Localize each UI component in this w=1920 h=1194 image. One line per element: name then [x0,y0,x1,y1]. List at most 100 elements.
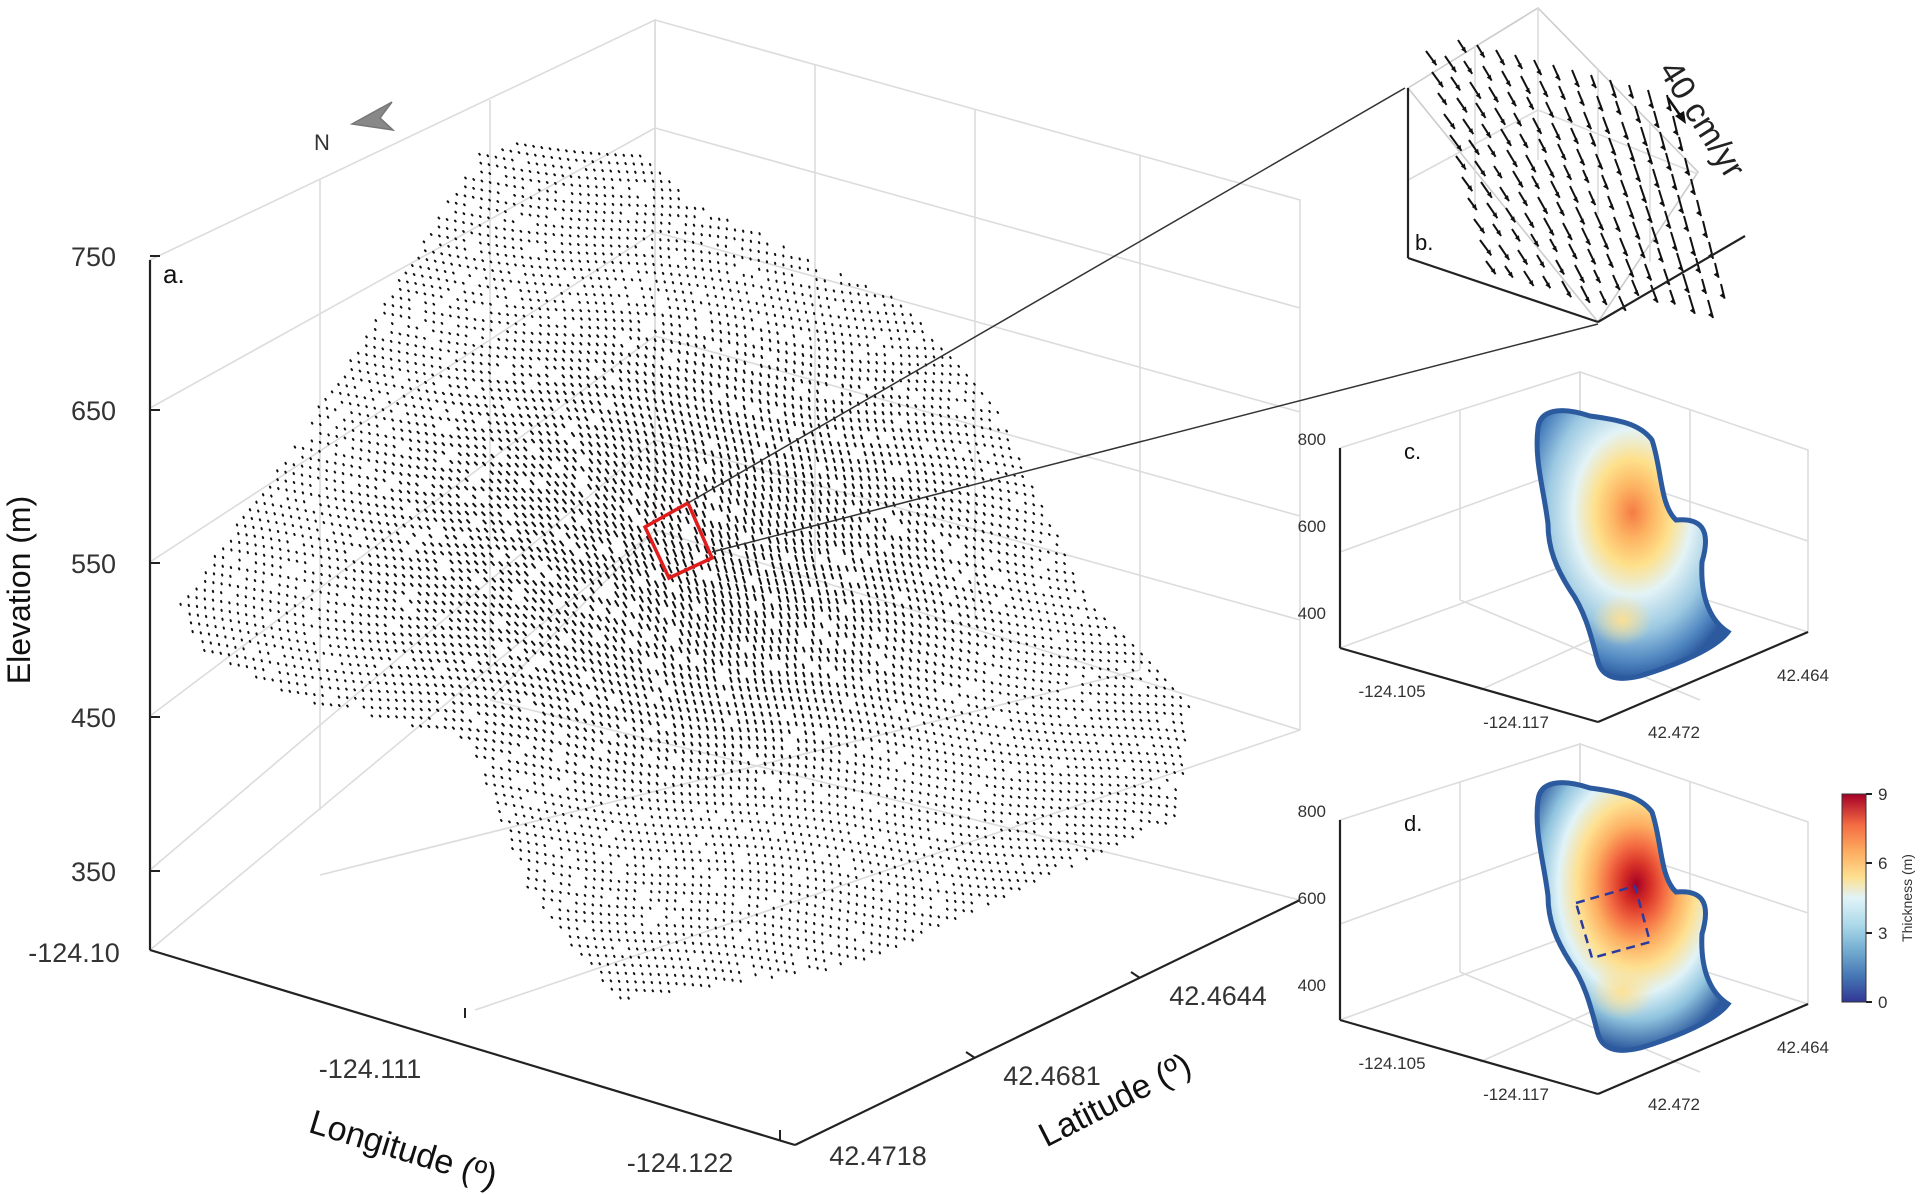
cloud-point [394,522,398,527]
cloud-point [561,357,565,362]
cloud-point [596,326,600,330]
cloud-point [300,482,304,486]
cloud-point [840,458,844,464]
cloud-point [1155,686,1158,690]
cloud-point [704,415,708,421]
cloud-point [425,600,430,605]
cloud-point [983,706,987,710]
cloud-point [1083,598,1087,602]
cloud-point [431,293,435,297]
cloud-point [711,650,716,657]
cloud-point [316,528,319,532]
cloud-point [661,196,664,200]
cloud-point [521,487,526,493]
cloud-point [1023,519,1027,523]
cloud-point [463,377,467,381]
cloud-point [334,452,338,456]
cloud-point [432,675,436,679]
cloud-point [488,345,492,349]
cloud-point [488,379,492,383]
cloud-point [746,559,751,568]
cloud-point [455,376,459,380]
cloud-point [374,486,378,490]
cloud-point [309,466,312,470]
cloud-point [714,684,718,691]
cloud-point [684,437,689,444]
cloud-point [734,532,739,541]
cloud-point [422,240,426,244]
cloud-point [909,639,914,645]
cloud-point [573,584,579,591]
cloud-point [1074,657,1078,661]
cloud-point [326,600,330,604]
cloud-point [285,602,289,606]
cloud-point [486,285,490,289]
cloud-point [732,693,736,700]
cloud-point [733,445,738,452]
cloud-point [820,689,824,695]
cloud-point [425,591,430,597]
cloud-point [947,464,951,469]
cloud-point [597,660,602,666]
cloud-point [808,530,813,538]
cloud-point [851,434,855,440]
cloud-point [279,504,283,508]
cloud-point [424,616,429,621]
cloud-point [355,394,358,398]
cloud-point [622,277,626,281]
cloud-point [1007,489,1010,494]
cloud-point [1140,652,1143,656]
cloud-point [818,355,821,360]
cloud-point [754,560,759,568]
cloud-point [588,613,594,620]
cloud-point [440,675,444,680]
cloud-point [767,408,771,415]
cloud-point [844,623,848,630]
cloud-point [613,452,618,458]
cloud-point [1070,740,1074,744]
cloud-point [504,166,507,169]
cloud-point [1139,760,1143,763]
cloud-point [504,495,510,501]
cloud-point [506,520,512,526]
cloud-point [367,605,371,609]
cloud-point [981,538,985,543]
cloud-point [547,564,553,571]
cloud-point [866,591,871,598]
cloud-point [988,427,992,431]
cloud-point [762,602,766,610]
cloud-point [571,646,577,653]
cloud-point [592,676,597,682]
cloud-point [455,418,459,422]
cloud-point [788,687,792,694]
cloud-point [604,571,610,579]
cloud-point [629,630,634,637]
cloud-point [537,496,543,503]
cloud-point [425,683,429,687]
cloud-point [1098,642,1102,645]
cloud-point [704,623,709,631]
cloud-point [627,187,631,190]
cloud-point [710,580,715,589]
cloud-point [1058,595,1062,599]
cloud-point [1030,565,1034,569]
cloud-point [889,337,893,341]
cloud-point [735,710,739,716]
cloud-point [499,688,504,693]
cloud-point [638,455,643,462]
cloud-point [1056,689,1059,693]
cloud-point [611,202,615,206]
cloud-point [1075,724,1078,728]
cloud-point [888,706,892,711]
cloud-point [594,510,600,517]
cloud-point [683,299,686,303]
cloud-point [563,566,569,573]
cloud-point [691,240,695,244]
cloud-point [244,656,247,660]
cloud-point [531,605,537,612]
cloud-point [378,390,381,394]
cloud-point [579,309,583,313]
cloud-point [972,399,975,403]
cloud-point [556,398,561,403]
cloud-point [849,532,854,539]
